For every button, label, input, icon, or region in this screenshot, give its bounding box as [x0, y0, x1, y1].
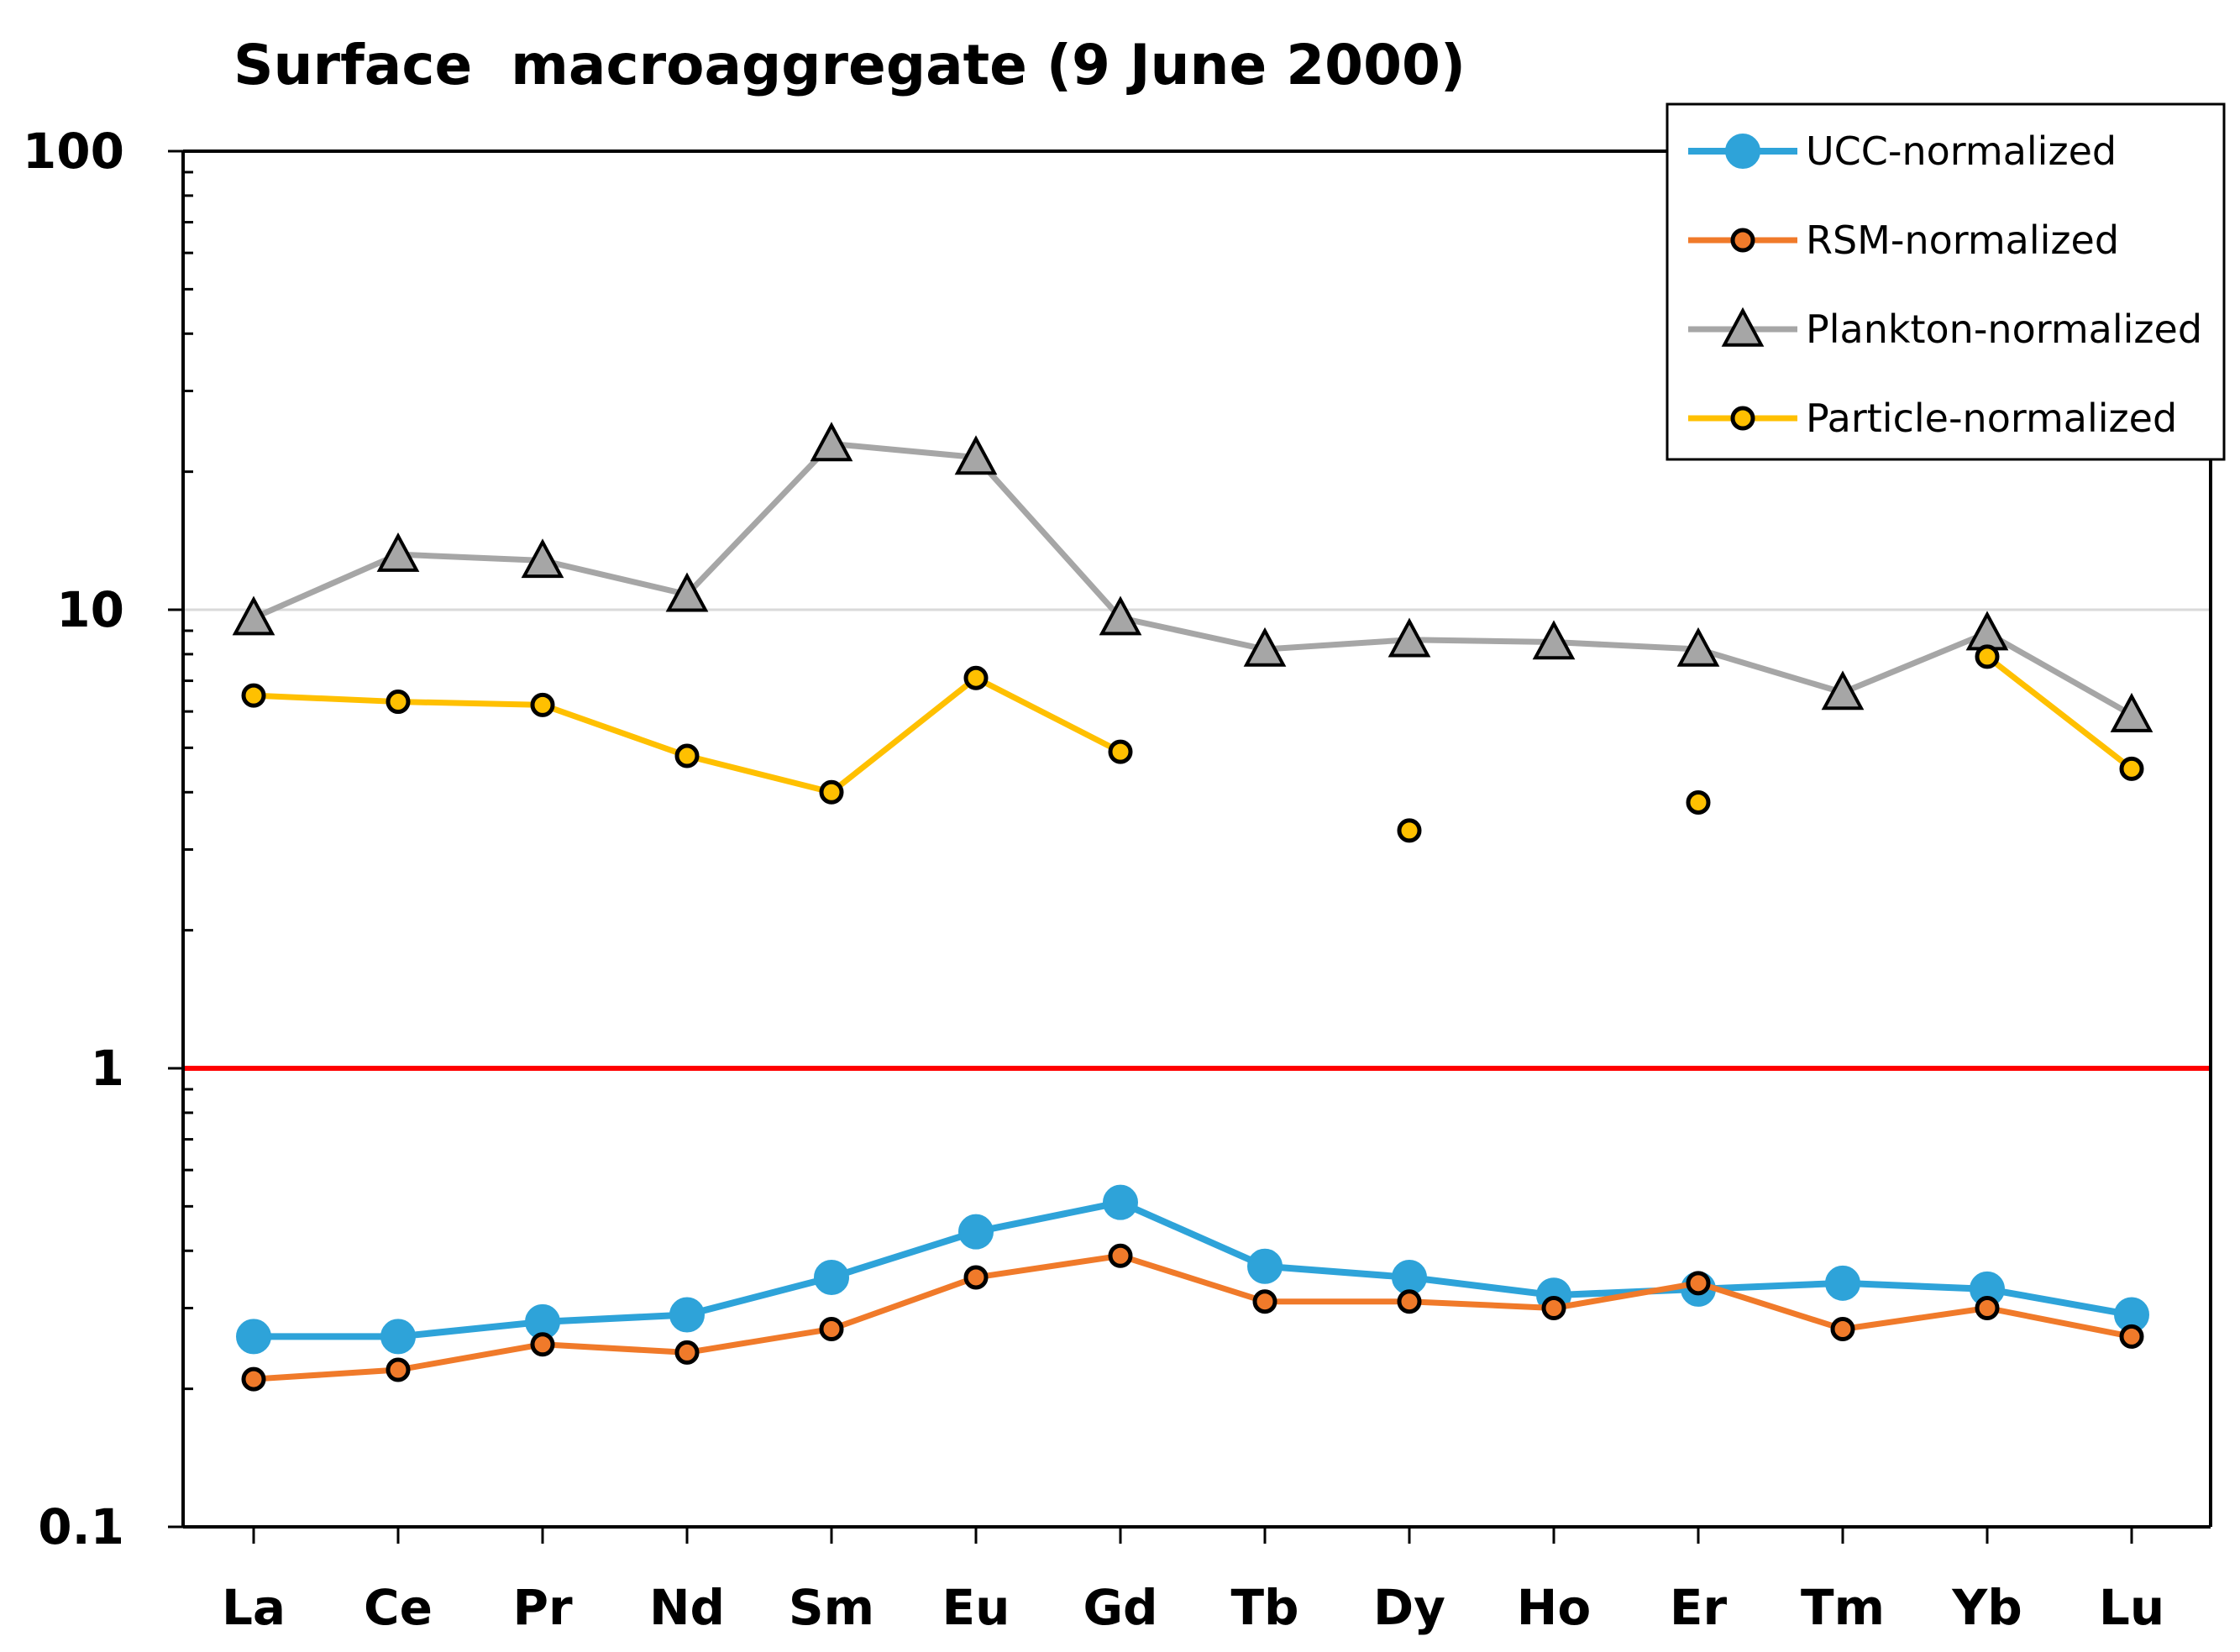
- data-point-plankton-normalized: [954, 435, 998, 475]
- chart-title: Surface macroaggregate (9 June 2000): [233, 33, 1466, 97]
- data-point-rsm-normalized: [530, 1332, 555, 1357]
- data-point-plankton-normalized: [2110, 692, 2153, 732]
- data-point-particle-normalized: [1397, 818, 1422, 843]
- y-tick-label: 1: [91, 1040, 124, 1097]
- legend-box: [1666, 102, 2226, 461]
- x-tick-label: Dy: [1373, 1579, 1445, 1636]
- legend-item-particle-normalized: Particle-normalized: [1688, 396, 2177, 441]
- x-tick-label: Tm: [1801, 1579, 1885, 1636]
- legend-item-rsm-normalized: RSM-normalized: [1688, 218, 2119, 263]
- series-layer: [232, 422, 2153, 1392]
- x-tick-label: Er: [1670, 1579, 1728, 1636]
- series-line-particle-normalized: [250, 674, 1124, 795]
- data-point-particle-normalized: [386, 690, 411, 715]
- series-particle-normalized: [241, 644, 2144, 843]
- series-line-particle-normalized: [1984, 653, 2135, 772]
- x-tick-label: La: [222, 1579, 286, 1636]
- legend-item-ucc-normalized: UCC-normalized: [1688, 128, 2117, 174]
- x-tick-label: Yb: [1951, 1579, 2022, 1636]
- data-point-particle-normalized: [963, 665, 989, 690]
- legend-swatch-marker: [1725, 134, 1760, 169]
- y-tick-label: 0.1: [38, 1498, 124, 1555]
- data-point-rsm-normalized: [241, 1366, 266, 1392]
- data-point-rsm-normalized: [674, 1340, 700, 1365]
- data-point-rsm-normalized: [819, 1316, 844, 1341]
- data-point-ucc-normalized: [814, 1259, 849, 1295]
- x-tick-label: Gd: [1083, 1579, 1157, 1636]
- data-point-ucc-normalized: [958, 1214, 994, 1250]
- data-point-plankton-normalized: [1676, 627, 1720, 667]
- data-point-particle-normalized: [530, 692, 555, 717]
- data-point-particle-normalized: [1686, 789, 1711, 815]
- series-ucc-normalized: [236, 1184, 2149, 1355]
- data-point-particle-normalized: [2119, 756, 2144, 781]
- x-tick-label: Lu: [2099, 1579, 2164, 1636]
- data-point-rsm-normalized: [1108, 1243, 1133, 1268]
- x-tick-labels: La Ce Pr Nd Sm Eu Gd Tb Dy Ho Er Tm Yb Lu: [222, 1579, 2164, 1636]
- data-point-particle-normalized: [241, 683, 266, 708]
- x-tick-label: Sm: [789, 1579, 874, 1636]
- series-rsm-normalized: [241, 1243, 2144, 1392]
- data-point-ucc-normalized: [1825, 1265, 1860, 1301]
- series-plankton-normalized: [232, 422, 2153, 732]
- y-tick-label: 100: [23, 123, 124, 180]
- data-point-particle-normalized: [819, 779, 844, 805]
- data-point-ucc-normalized: [1247, 1248, 1283, 1284]
- legend-swatch-marker: [1721, 307, 1765, 347]
- x-tick-label: Pr: [512, 1579, 573, 1636]
- y-tick-labels: 0.1 1 10 100: [23, 123, 124, 1555]
- data-point-rsm-normalized: [2119, 1324, 2144, 1349]
- data-point-rsm-normalized: [386, 1357, 411, 1382]
- legend-label: RSM-normalized: [1806, 218, 2119, 263]
- data-point-rsm-normalized: [1541, 1295, 1566, 1320]
- data-point-plankton-normalized: [1243, 627, 1287, 667]
- legend-label: Plankton-normalized: [1806, 307, 2202, 352]
- series-line-rsm-normalized: [250, 1252, 2135, 1382]
- legend-swatch-marker: [1730, 228, 1755, 253]
- data-point-rsm-normalized: [1686, 1271, 1711, 1296]
- data-point-particle-normalized: [1108, 739, 1133, 764]
- legend-items: UCC-normalized RSM-normalized Plankton-nor…: [1688, 128, 2202, 441]
- data-point-plankton-normalized: [232, 595, 275, 636]
- legend: UCC-normalized RSM-normalized Plankton-nor…: [1666, 102, 2226, 461]
- data-point-plankton-normalized: [1099, 595, 1142, 636]
- data-point-plankton-normalized: [1388, 617, 1431, 658]
- data-point-rsm-normalized: [1252, 1289, 1277, 1314]
- data-point-rsm-normalized: [1830, 1316, 1855, 1341]
- data-point-plankton-normalized: [665, 572, 709, 612]
- data-point-plankton-normalized: [521, 538, 564, 579]
- data-point-rsm-normalized: [963, 1265, 989, 1290]
- data-point-rsm-normalized: [1397, 1289, 1422, 1314]
- series-line-plankton-normalized: [250, 440, 2135, 718]
- data-point-ucc-normalized: [1103, 1184, 1138, 1220]
- y-tick-label: 10: [56, 581, 124, 638]
- data-point-plankton-normalized: [376, 532, 420, 572]
- data-point-ucc-normalized: [380, 1319, 416, 1355]
- data-point-ucc-normalized: [236, 1319, 271, 1355]
- data-point-particle-normalized: [1975, 644, 2000, 669]
- legend-item-plankton-normalized: Plankton-normalized: [1688, 307, 2202, 352]
- x-tick-label: Nd: [649, 1579, 725, 1636]
- data-point-ucc-normalized: [669, 1297, 705, 1333]
- data-point-plankton-normalized: [810, 422, 853, 462]
- data-point-rsm-normalized: [1975, 1295, 2000, 1320]
- data-point-plankton-normalized: [1532, 620, 1576, 660]
- legend-label: Particle-normalized: [1806, 396, 2177, 441]
- series-line-ucc-normalized: [250, 1198, 2135, 1340]
- x-tick-label: Tb: [1230, 1579, 1298, 1636]
- x-tick-label: Eu: [942, 1579, 1010, 1636]
- legend-label: UCC-normalized: [1806, 128, 2117, 174]
- legend-swatch-marker: [1730, 406, 1755, 431]
- x-tick-label: Ho: [1517, 1579, 1591, 1636]
- data-point-plankton-normalized: [1965, 611, 2009, 651]
- data-point-plankton-normalized: [1821, 670, 1865, 711]
- data-point-particle-normalized: [674, 743, 700, 768]
- x-tick-label: Ce: [364, 1579, 433, 1636]
- data-point-ucc-normalized: [1392, 1259, 1427, 1295]
